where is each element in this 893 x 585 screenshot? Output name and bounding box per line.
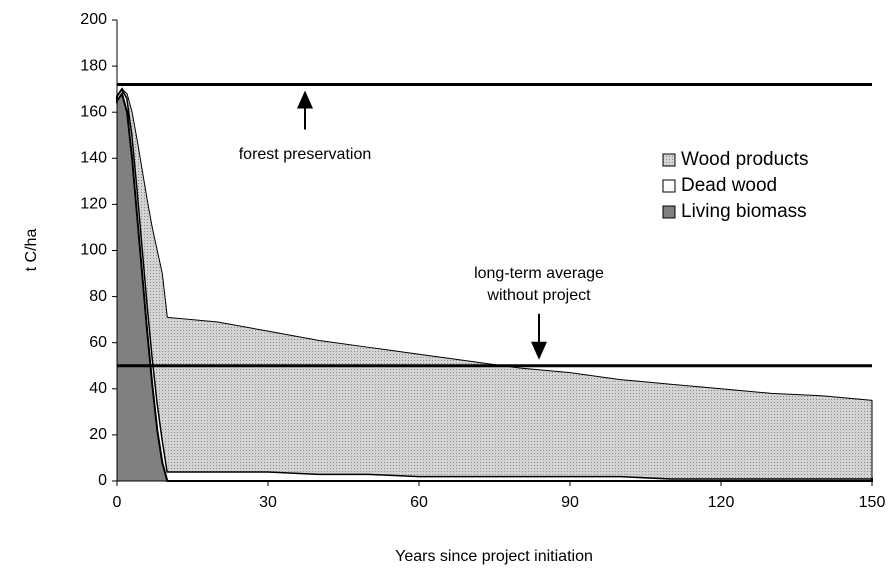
legend-swatch (662, 179, 676, 193)
x-tick-label: 60 (410, 494, 428, 511)
y-axis-label: t C/ha (23, 229, 40, 272)
x-tick-label: 120 (708, 494, 735, 511)
legend-label: Living biomass (681, 201, 807, 222)
x-tick-label: 0 (113, 494, 122, 511)
y-tick-label: 60 (89, 334, 107, 351)
y-tick-label: 0 (98, 472, 107, 489)
legend-label: Dead wood (681, 175, 777, 196)
legend-label: Wood products (681, 149, 808, 170)
annotation: long-term average (474, 265, 604, 282)
x-tick-label: 90 (561, 494, 579, 511)
x-axis-label: Years since project initiation (395, 548, 593, 565)
legend-swatch (662, 153, 676, 167)
y-tick-label: 80 (89, 288, 107, 305)
y-tick-label: 20 (89, 426, 107, 443)
annotation: without project (486, 287, 591, 304)
y-tick-label: 100 (80, 242, 107, 259)
y-tick-label: 180 (80, 57, 107, 74)
legend-swatch (662, 205, 676, 219)
y-tick-label: 160 (80, 103, 107, 120)
y-tick-label: 120 (80, 196, 107, 213)
y-tick-label: 40 (89, 380, 107, 397)
y-tick-label: 200 (80, 11, 107, 28)
x-tick-label: 150 (859, 494, 886, 511)
annotation: forest preservation (239, 146, 372, 163)
area (116, 88, 873, 480)
x-tick-label: 30 (259, 494, 277, 511)
arrow-head (297, 90, 313, 109)
y-tick-label: 140 (80, 150, 107, 167)
arrow-head (531, 341, 547, 360)
